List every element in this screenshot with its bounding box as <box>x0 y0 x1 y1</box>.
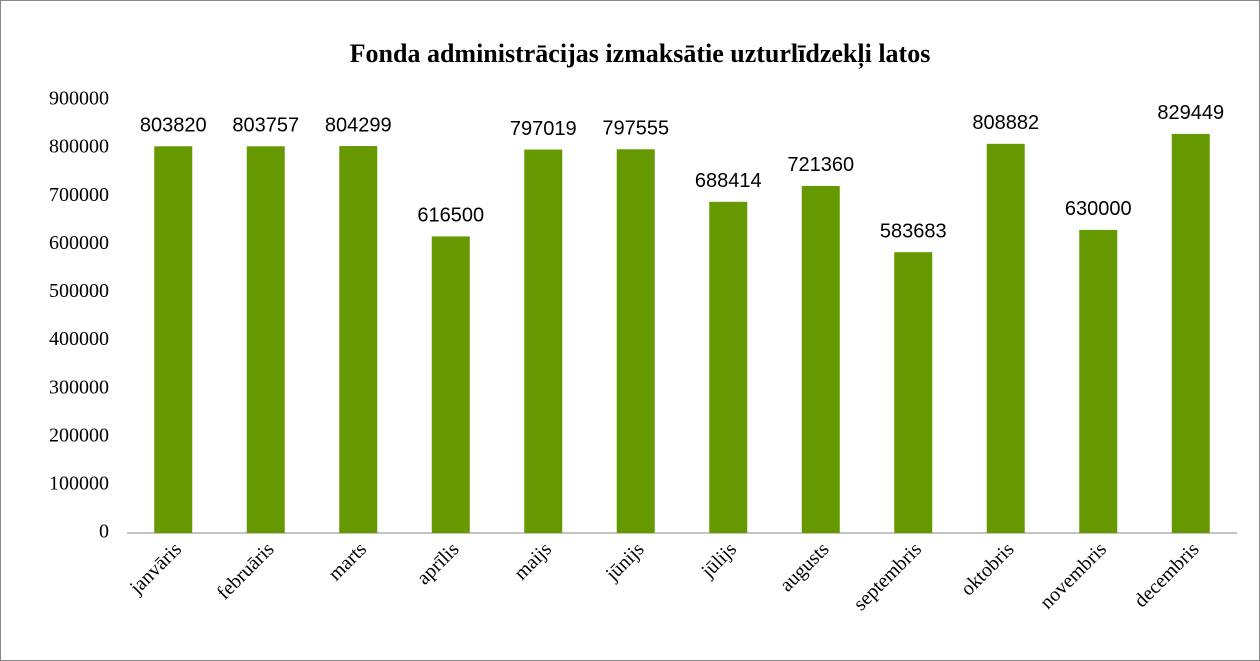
y-tick-label: 800000 <box>49 136 109 158</box>
bar <box>1079 229 1118 533</box>
data-label: 797555 <box>602 118 669 140</box>
y-tick-label: 900000 <box>49 88 109 110</box>
bar <box>801 185 840 534</box>
bar <box>616 149 655 534</box>
data-label: 803820 <box>140 115 207 137</box>
data-label: 804299 <box>325 114 392 136</box>
bar <box>986 143 1025 533</box>
bar <box>339 146 378 533</box>
y-tick-label: 400000 <box>49 328 109 350</box>
data-label: 616500 <box>417 205 484 227</box>
data-label: 797019 <box>510 118 577 140</box>
bar <box>431 236 470 533</box>
y-tick-label: 100000 <box>49 472 109 494</box>
y-tick-label: 0 <box>99 521 109 543</box>
bar <box>709 201 748 533</box>
y-tick-label: 600000 <box>49 232 109 254</box>
data-label: 808882 <box>972 112 1039 134</box>
bar <box>1171 133 1210 533</box>
chart-title: Fonda administrācijas izmaksātie uzturlī… <box>350 39 931 69</box>
data-label: 721360 <box>787 154 854 176</box>
data-label: 829449 <box>1157 102 1224 124</box>
data-label: 688414 <box>695 170 762 192</box>
y-tick-label: 700000 <box>49 184 109 206</box>
data-label: 583683 <box>880 220 947 242</box>
data-label: 803757 <box>232 115 299 137</box>
bar <box>894 252 933 533</box>
bar <box>524 149 563 534</box>
y-tick-label: 500000 <box>49 280 109 302</box>
y-tick-label: 300000 <box>49 376 109 398</box>
y-tick-label: 200000 <box>49 424 109 446</box>
bar <box>154 146 193 534</box>
data-label: 630000 <box>1065 198 1132 220</box>
bar <box>246 146 285 533</box>
